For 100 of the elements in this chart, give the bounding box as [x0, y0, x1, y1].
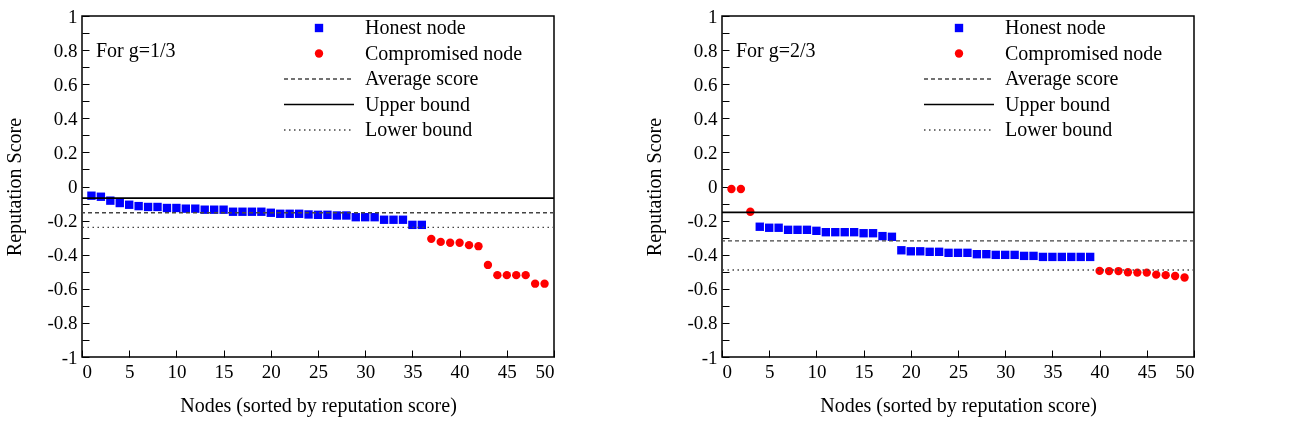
point	[445, 238, 455, 247]
legend-label: Lower bound	[1005, 118, 1113, 140]
point	[181, 204, 191, 213]
x-tick-label: 5	[124, 360, 135, 382]
point	[897, 246, 906, 255]
y-tick-label: -0.4	[47, 244, 78, 266]
y-tick-label: 0.6	[53, 73, 78, 95]
point	[1180, 273, 1189, 282]
y-tick-label: 0	[68, 176, 78, 197]
point	[1001, 250, 1010, 260]
point	[1010, 250, 1019, 260]
y-tick-label: 0.4	[53, 107, 78, 129]
point	[1038, 252, 1048, 262]
x-tick-label: 35	[403, 360, 423, 382]
point	[925, 247, 934, 256]
point	[812, 226, 821, 236]
point	[125, 200, 134, 209]
point	[868, 229, 878, 238]
y-tick-label: -0.2	[687, 210, 718, 232]
point	[953, 248, 963, 258]
point	[727, 184, 736, 194]
x-tick-label: 40	[1090, 360, 1110, 382]
x-tick-label: 0	[82, 360, 92, 382]
y-tick-label: 0.8	[53, 39, 78, 61]
point	[361, 213, 370, 222]
point	[982, 250, 991, 259]
point	[238, 207, 247, 216]
x-axis-title: Nodes (sorted by reputation score)	[180, 393, 457, 417]
y-tick-label: 0.6	[693, 73, 718, 95]
point	[342, 211, 351, 220]
y-tick-label: -0.2	[47, 210, 78, 232]
point	[455, 238, 464, 247]
legend-label: Upper bound	[365, 92, 470, 116]
x-tick-label: 15	[214, 360, 234, 382]
point	[436, 237, 445, 247]
point	[521, 270, 530, 280]
y-tick-label: -0.8	[47, 312, 78, 334]
legend-label: Honest node	[1005, 16, 1106, 38]
point	[285, 209, 294, 218]
legend-label: Average score	[1005, 67, 1119, 90]
y-tick-label: 1	[68, 5, 78, 27]
point	[512, 270, 521, 280]
point	[802, 225, 812, 234]
point	[1133, 268, 1142, 277]
y-tick-label: 0.8	[693, 39, 718, 61]
point	[1076, 252, 1085, 262]
point	[821, 228, 831, 237]
y-tick-label: -1	[701, 346, 718, 368]
legend-label: Upper bound	[1005, 92, 1110, 116]
y-tick-label: -0.8	[687, 312, 718, 334]
point	[944, 248, 953, 258]
point	[755, 222, 764, 231]
point	[1123, 268, 1133, 277]
annotation: For g=2/3	[736, 39, 816, 62]
x-tick-label: 5	[764, 360, 775, 382]
point	[398, 215, 408, 224]
point	[1067, 252, 1076, 262]
point	[1095, 266, 1104, 276]
point	[172, 203, 181, 213]
point	[502, 270, 511, 280]
point	[540, 279, 549, 288]
point	[916, 247, 925, 256]
y-axis-title: Reputation Score	[3, 117, 27, 257]
point	[1085, 252, 1095, 262]
point	[408, 220, 417, 230]
legend-label: Compromised node	[1005, 41, 1163, 65]
point	[530, 279, 540, 288]
point	[991, 250, 1000, 260]
x-tick-label: 50	[535, 360, 555, 382]
point	[1048, 252, 1057, 262]
x-tick-label: 10	[807, 360, 827, 382]
x-tick-label: 40	[450, 360, 470, 382]
point	[859, 229, 868, 238]
point	[304, 210, 313, 219]
point	[1170, 271, 1180, 281]
point	[1104, 266, 1114, 276]
point	[783, 225, 793, 234]
point	[934, 247, 944, 256]
point	[115, 198, 124, 208]
point	[840, 228, 849, 237]
y-tick-label: 0.2	[693, 141, 718, 163]
point	[493, 270, 502, 280]
point	[849, 228, 859, 237]
point	[332, 211, 342, 220]
point	[162, 203, 172, 213]
point	[257, 207, 266, 216]
legend-label: Lower bound	[365, 118, 473, 140]
x-axis-title: Nodes (sorted by reputation score)	[820, 393, 1097, 417]
point	[1161, 270, 1170, 280]
point	[389, 215, 398, 224]
point	[351, 213, 360, 222]
point	[219, 205, 228, 214]
y-tick-label: -0.6	[687, 278, 718, 300]
x-tick-label: 20	[261, 360, 281, 382]
x-tick-label: 25	[309, 360, 328, 382]
point	[831, 228, 840, 237]
x-tick-label: 30	[996, 360, 1016, 382]
point	[878, 231, 887, 241]
point	[134, 201, 143, 211]
point	[427, 234, 436, 244]
